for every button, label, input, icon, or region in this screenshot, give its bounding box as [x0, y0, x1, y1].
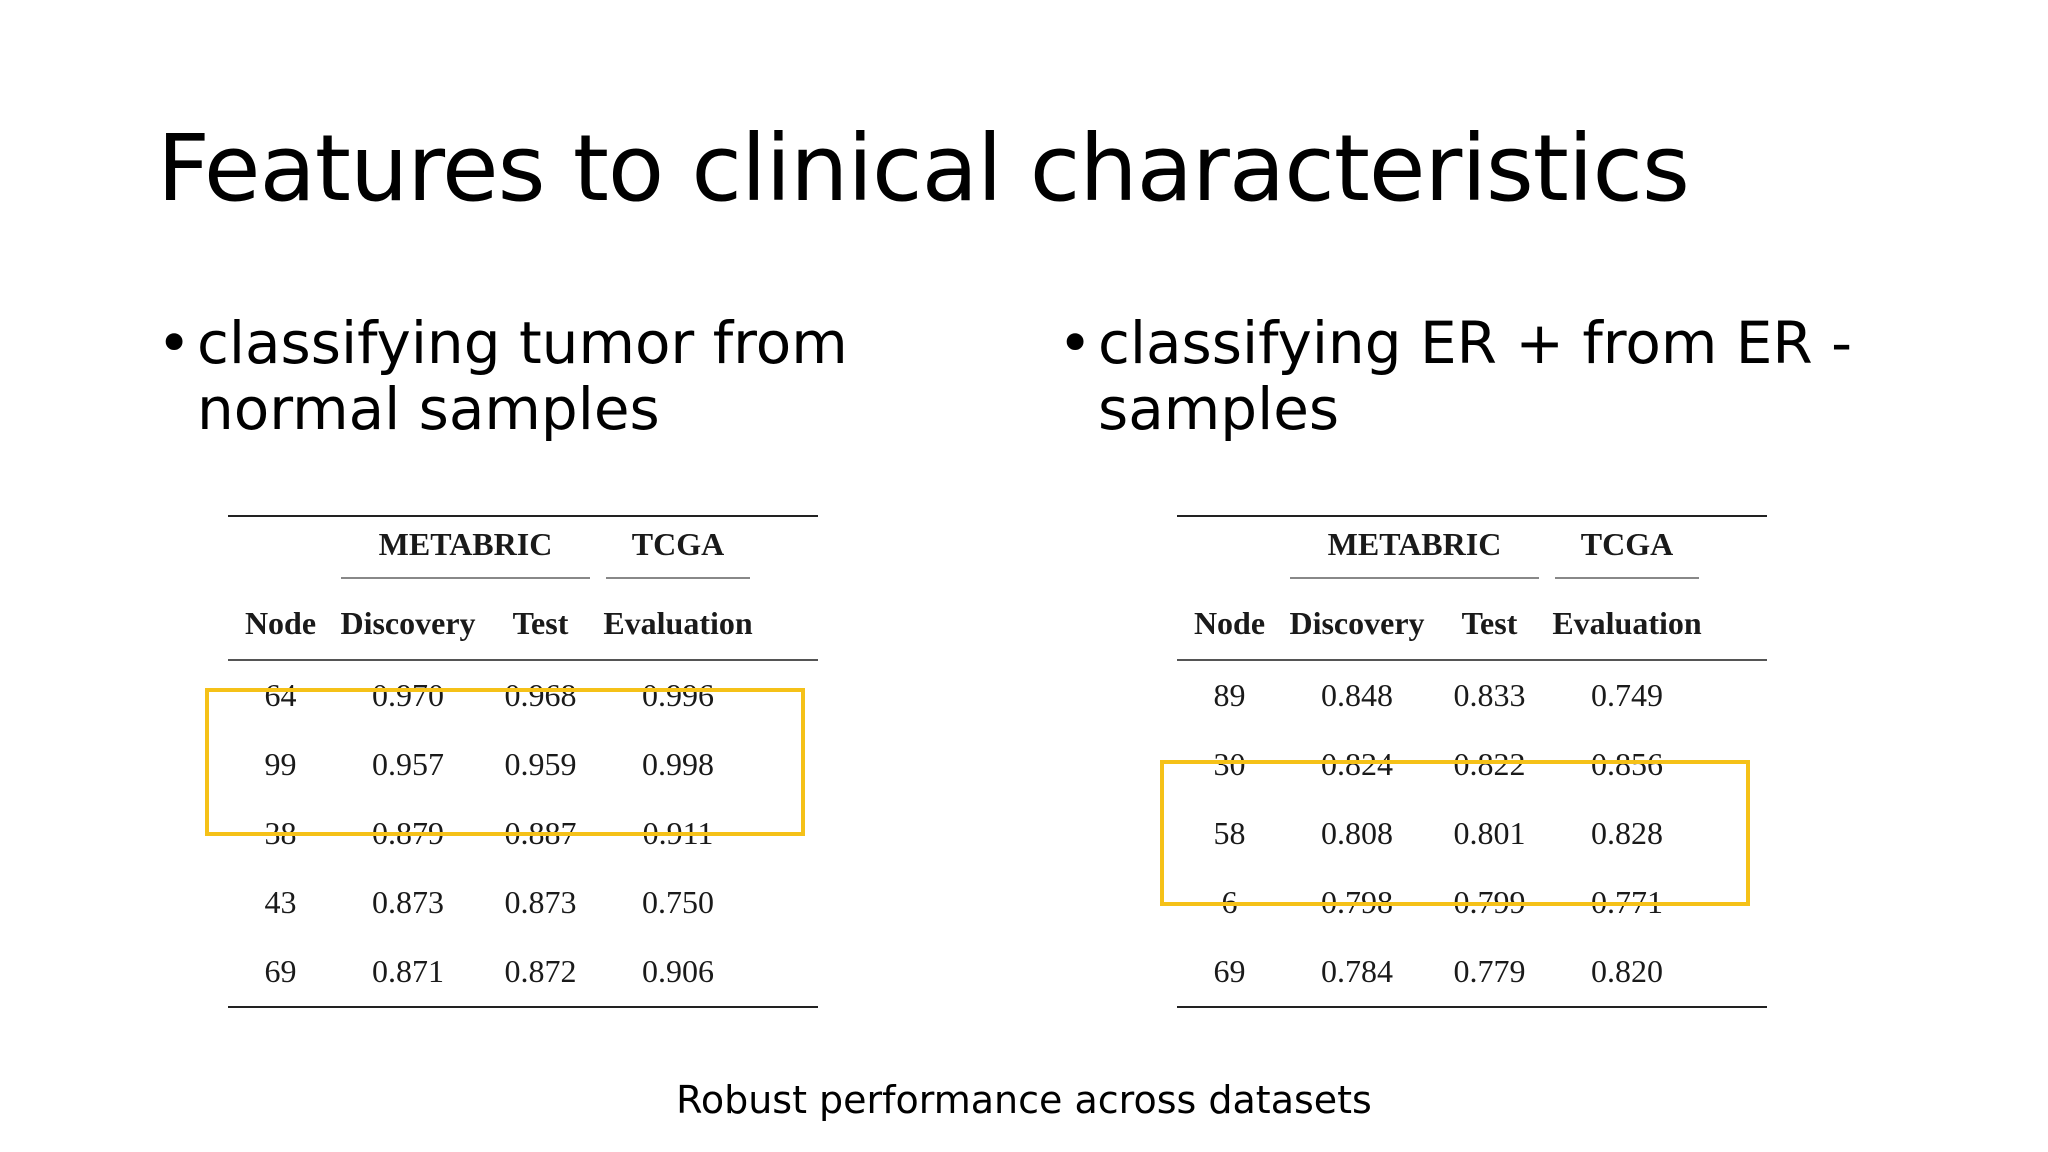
table-row: 99 0.957 0.959 0.998 [228, 730, 818, 799]
group-header-label: METABRIC [1327, 525, 1502, 562]
group-header-empty [1177, 515, 1282, 587]
results-table: METABRIC TCGA Node Discovery Test Evalua… [228, 515, 818, 1008]
table-row: 64 0.970 0.968 0.996 [228, 660, 818, 730]
cell-test: 0.887 [504, 815, 577, 851]
cell-evaluation: 0.998 [642, 746, 714, 782]
results-table: METABRIC TCGA Node Discovery Test Evalua… [1177, 515, 1767, 1008]
table-row: 89 0.848 0.833 0.749 [1177, 660, 1767, 730]
cell-discovery: 0.784 [1282, 937, 1432, 1008]
cell-node: 69 [228, 937, 333, 1008]
bullet-dot: • [1058, 309, 1093, 377]
column-header-node: Node [1177, 587, 1282, 661]
column-header-test: Test [1432, 587, 1547, 661]
cell-evaluation: 0.856 [1591, 746, 1663, 782]
column-header-evaluation: Evaluation [598, 587, 758, 661]
table-tumor-vs-normal: METABRIC TCGA Node Discovery Test Evalua… [228, 515, 818, 1008]
group-header-label: TCGA [1580, 525, 1674, 562]
table-er-positive-vs-negative: METABRIC TCGA Node Discovery Test Evalua… [1177, 515, 1767, 1008]
group-header-empty [228, 515, 333, 587]
column-header-discovery: Discovery [1282, 587, 1432, 661]
cell-discovery: 0.808 [1321, 815, 1393, 851]
table-row: 38 0.879 0.887 0.911 [228, 799, 818, 868]
cell-discovery: 0.848 [1321, 677, 1393, 713]
slide-caption: Robust performance across datasets [676, 1078, 1372, 1122]
cell-test: 0.968 [504, 677, 577, 713]
table-row: 6 0.798 0.799 0.771 [1177, 868, 1767, 937]
cell-node: 99 [264, 746, 297, 782]
slide-title: Features to clinical characteristics [157, 115, 1690, 222]
cell-evaluation: 0.749 [1591, 677, 1663, 713]
cell-discovery: 0.871 [333, 937, 483, 1008]
column-header-test: Test [483, 587, 598, 661]
cell-test: 0.833 [1453, 677, 1526, 713]
cell-test: 0.779 [1432, 937, 1547, 1008]
cell-test: 0.959 [504, 746, 577, 782]
column-header-evaluation: Evaluation [1547, 587, 1707, 661]
cell-node: 64 [264, 677, 297, 713]
cell-node: 6 [1221, 884, 1238, 920]
cell-discovery: 0.957 [372, 746, 444, 782]
table-row: 58 0.808 0.801 0.828 [1177, 799, 1767, 868]
table-row: 43 0.873 0.873 0.750 [228, 868, 818, 937]
group-header-tcga: TCGA [598, 515, 758, 587]
cell-node: 58 [1213, 815, 1246, 851]
bullet-text: classifying ER + from ER - samples [1098, 309, 1853, 443]
cell-evaluation: 0.911 [642, 815, 714, 851]
bullet-er-positive-vs-negative: • classifying ER + from ER - samples [1058, 310, 1928, 442]
cell-evaluation: 0.996 [642, 677, 714, 713]
cell-node: 89 [1213, 677, 1246, 713]
group-header-tcga: TCGA [1547, 515, 1707, 587]
cell-node: 43 [264, 884, 297, 920]
cell-test: 0.873 [504, 884, 577, 920]
cell-node: 69 [1177, 937, 1282, 1008]
cell-evaluation: 0.750 [642, 884, 714, 920]
cell-test: 0.872 [483, 937, 598, 1008]
cell-evaluation: 0.828 [1591, 815, 1663, 851]
cell-test: 0.801 [1453, 815, 1526, 851]
group-header-metabric: METABRIC [1282, 515, 1547, 587]
cell-evaluation: 0.820 [1547, 937, 1707, 1008]
column-header-node: Node [228, 587, 333, 661]
cell-discovery: 0.824 [1321, 746, 1393, 782]
bullet-tumor-vs-normal: • classifying tumor from normal samples [157, 310, 917, 442]
group-header-label: TCGA [631, 525, 725, 562]
bullet-text: classifying tumor from normal samples [197, 309, 848, 443]
cell-discovery: 0.873 [372, 884, 444, 920]
cell-evaluation: 0.771 [1591, 884, 1663, 920]
group-header-metabric: METABRIC [333, 515, 598, 587]
cell-node: 30 [1213, 746, 1246, 782]
bullet-dot: • [157, 309, 192, 377]
cell-discovery: 0.879 [372, 815, 444, 851]
cell-discovery: 0.798 [1321, 884, 1393, 920]
cell-node: 38 [264, 815, 297, 851]
cell-discovery: 0.970 [372, 677, 444, 713]
cell-evaluation: 0.906 [598, 937, 758, 1008]
cell-test: 0.822 [1453, 746, 1526, 782]
column-header-discovery: Discovery [333, 587, 483, 661]
table-row: 30 0.824 0.822 0.856 [1177, 730, 1767, 799]
table-row: 69 0.784 0.779 0.820 [1177, 937, 1767, 1008]
table-row: 69 0.871 0.872 0.906 [228, 937, 818, 1008]
cell-test: 0.799 [1453, 884, 1526, 920]
group-header-label: METABRIC [378, 525, 553, 562]
